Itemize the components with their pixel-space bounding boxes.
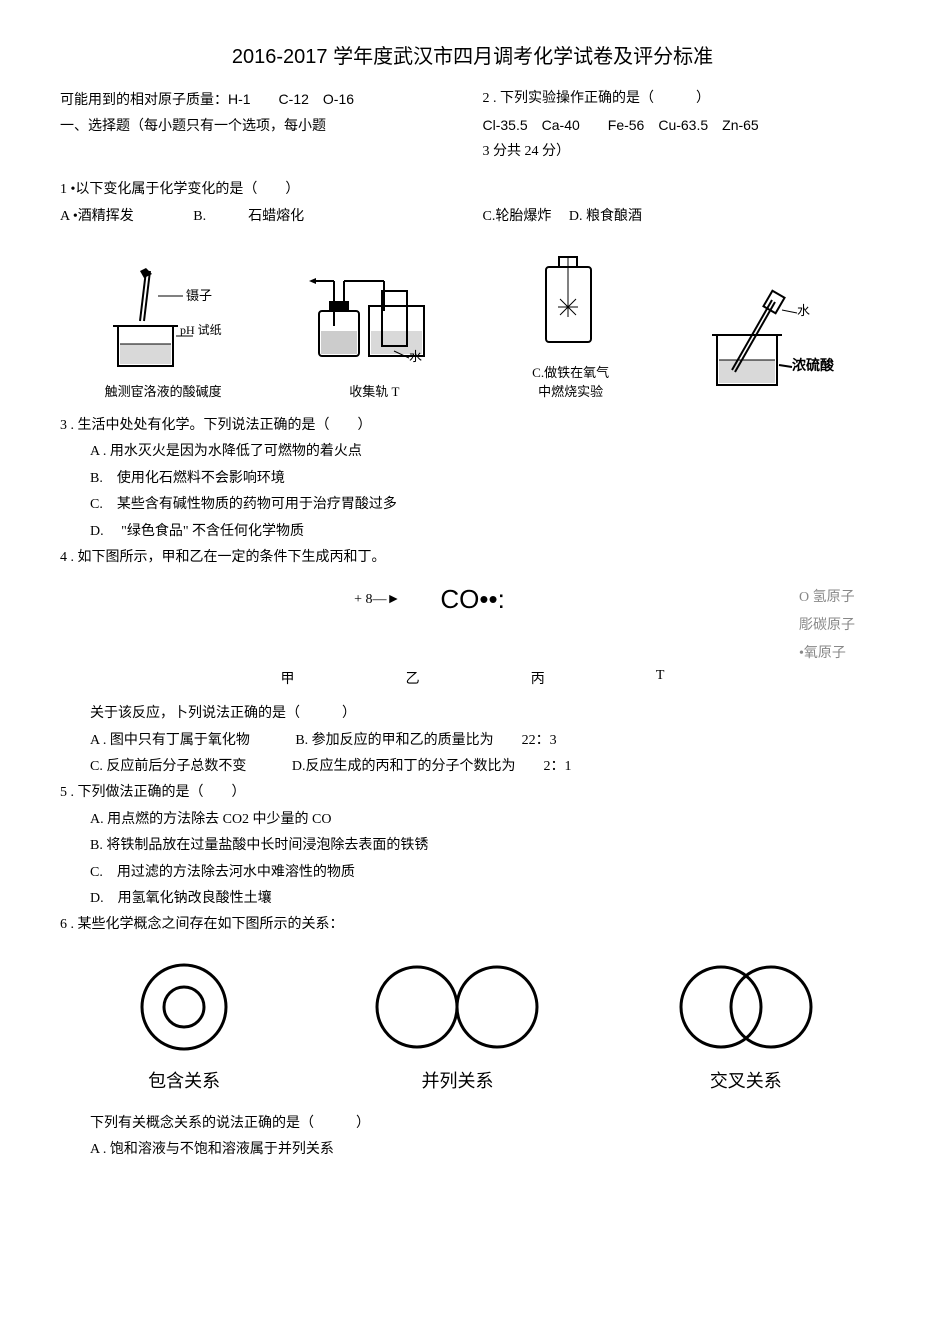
q6-sub: 下列有关概念关系的说法正确的是（ ）: [60, 1113, 885, 1135]
header-block: 可能用到的相对原子质量：H-1 C-12 O-16 一、选择题（每小题只有一个选…: [60, 84, 885, 167]
inclusion-icon: [124, 957, 244, 1057]
q6-a: A . 饱和溶液与不饱和溶液属于并列关系: [60, 1139, 885, 1161]
legend-o: •氧原子: [799, 640, 855, 668]
beaker-ph-icon: 镊子 pH 试纸: [98, 266, 228, 376]
svg-text:镊子: 镊子: [186, 288, 212, 303]
q4-sub: 关于该反应，卜列说法正确的是（ ）: [60, 703, 885, 725]
cross-icon: [671, 957, 821, 1057]
q4-labels: 甲 乙 丙 T: [225, 668, 720, 688]
q4-a: A . 图中只有丁属于氧化物: [90, 733, 250, 748]
q3-b: B. 使用化石燃料不会影响环境: [60, 468, 885, 490]
masses-1: H-1 C-12 O-16: [228, 91, 354, 107]
q4-d: D.反应生成的丙和丁的分子个数比为 2：1: [292, 759, 572, 774]
q2-stem: 2 . 下列实验操作正确的是（ ）: [483, 88, 886, 110]
svg-text:水: 水: [797, 303, 810, 318]
q2-b-label: 收集轨 T: [349, 381, 399, 400]
q1-a: A •酒精挥发: [60, 209, 134, 224]
q6-cross: 交叉关系: [671, 957, 821, 1093]
q3-d: D. "绿色食品" 不含任何化学物质: [60, 521, 885, 543]
label-jia: 甲: [281, 668, 295, 688]
svg-text:水: 水: [409, 349, 422, 364]
q4-c: C. 反应前后分子总数不变: [90, 759, 246, 774]
q2-opt-b: 水 收集轨 T: [304, 266, 444, 400]
q5-c: C. 用过滤的方法除去河水中难溶性的物质: [60, 862, 885, 884]
parallel-icon: [372, 957, 542, 1057]
q5-a: A. 用点燃的方法除去 CO2 中少量的 CO: [60, 809, 885, 831]
section-line-2: 3 分共 24 分）: [483, 141, 886, 163]
q3-a: A . 用水灭火是因为水降低了可燃物的着火点: [60, 441, 885, 463]
dilute-acid-icon: 水 浓硫酸: [697, 285, 847, 395]
q6-parallel: 并列关系: [372, 957, 542, 1093]
q5-d: D. 用氢氧化钠改良酸性土壤: [60, 888, 885, 910]
label-bing: 丙: [531, 668, 545, 688]
q1-b: B. 石蜡熔化: [193, 209, 304, 224]
q5-stem: 5 . 下列做法正确的是（ ）: [60, 782, 885, 804]
label-ding: T: [656, 668, 665, 688]
label-yi: 乙: [406, 668, 420, 688]
q2-opt-d: 水 浓硫酸: [697, 285, 847, 400]
q1-ab: A •酒精挥发 B. 石蜡熔化: [60, 206, 463, 228]
q6-inclusion: 包含关系: [124, 957, 244, 1093]
q6-l3: 交叉关系: [710, 1067, 782, 1093]
q1-d: D. 粮食酿酒: [569, 209, 642, 224]
svg-text:浓硫酸: 浓硫酸: [792, 357, 835, 374]
gas-collection-icon: 水: [304, 266, 444, 376]
q4-cd: C. 反应前后分子总数不变 D.反应生成的丙和丁的分子个数比为 2：1: [60, 756, 885, 778]
legend-h: O 氢原子: [799, 584, 855, 612]
q6-images: 包含关系 并列关系 交叉关系: [60, 957, 885, 1093]
q1-block: 1 •以下变化属于化学变化的是（ ） A •酒精挥发 B. 石蜡熔化 C.轮胎爆…: [60, 175, 885, 232]
masses-line-1: 可能用到的相对原子质量：H-1 C-12 O-16: [60, 88, 463, 112]
q2-c-label: C.做铁在氧气 中燃烧实验: [526, 362, 616, 400]
q4-equation: + 8—► CO••:: [60, 584, 799, 615]
q1-cd: C.轮胎爆炸 D. 粮食酿酒: [483, 206, 886, 228]
q3-c: C. 某些含有碱性物质的药物可用于治疗胃酸过多: [60, 494, 885, 516]
q4-stem: 4 . 如下图所示，甲和乙在一定的条件下生成丙和丁。: [60, 547, 885, 569]
q2-images: 镊子 pH 试纸 触测宦洛液的酸碱度 水: [60, 247, 885, 400]
page-title: 2016-2017 学年度武汉市四月调考化学试卷及评分标准: [60, 40, 885, 69]
q1-stem: 1 •以下变化属于化学变化的是（ ）: [60, 179, 463, 201]
legend-c: 彫碳原子: [799, 612, 855, 640]
section-line: 一、选择题（每小题只有一个选项，每小题: [60, 116, 463, 138]
q6-l1: 包含关系: [148, 1067, 220, 1093]
q2-opt-c: C.做铁在氧气 中燃烧实验: [521, 247, 621, 400]
q1-c: C.轮胎爆炸: [483, 209, 552, 224]
q4-arrow: + 8—►: [354, 592, 400, 608]
q4-legend: O 氢原子 彫碳原子 •氧原子: [799, 584, 855, 668]
masses-2: Cl-35.5 Ca-40 Fe-56 Cu-63.5 Zn-65: [483, 114, 886, 136]
q5-b: B. 将铁制品放在过量盐酸中长时间浸泡除去表面的铁锈: [60, 835, 885, 857]
svg-text:pH 试纸: pH 试纸: [180, 322, 222, 337]
q2-a-label: 触测宦洛液的酸碱度: [105, 381, 222, 400]
q4-ab: A . 图中只有丁属于氧化物 B. 参加反应的甲和乙的质量比为 22：3: [60, 730, 885, 752]
iron-oxygen-icon: [521, 247, 621, 357]
q6-l2: 并列关系: [421, 1067, 493, 1093]
q2-opt-a: 镊子 pH 试纸 触测宦洛液的酸碱度: [98, 266, 228, 400]
q3-stem: 3 . 生活中处处有化学。下列说法正确的是（ ）: [60, 415, 885, 437]
q6-stem: 6 . 某些化学概念之间存在如下图所示的关系：: [60, 914, 885, 936]
q4-co: CO••:: [440, 584, 504, 615]
q4-b: B. 参加反应的甲和乙的质量比为 22：3: [295, 733, 556, 748]
